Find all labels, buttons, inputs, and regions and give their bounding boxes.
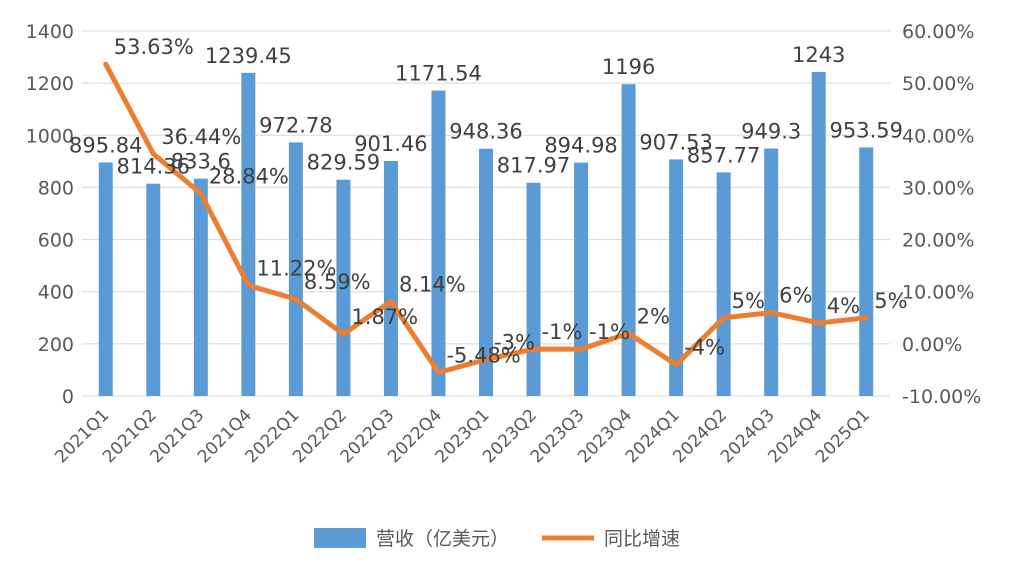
line-data-label: 36.44%	[161, 125, 241, 149]
line-data-label: -5.48%	[446, 343, 520, 367]
bar-data-label: 1239.45	[205, 44, 292, 68]
bar	[764, 148, 779, 396]
right-axis-tick-label: 20.00%	[902, 230, 974, 252]
bar	[621, 84, 636, 396]
line-data-label: 28.84%	[209, 164, 289, 188]
line-data-label: -4%	[684, 336, 725, 360]
bar	[146, 183, 161, 396]
legend-bar-label: 营收（亿美元）	[376, 528, 509, 550]
line-data-label: -3%	[494, 331, 535, 355]
right-axis-tick-label: 50.00%	[902, 73, 974, 95]
line-data-label: 2%	[637, 304, 670, 328]
bar-data-label: 857.77	[687, 143, 760, 167]
legend-line-label: 同比增速	[604, 528, 680, 550]
right-axis-tick-label: 60.00%	[902, 21, 974, 43]
bar	[288, 142, 303, 396]
bar	[241, 72, 256, 397]
bar	[669, 159, 684, 396]
bar-data-label: 953.59	[829, 118, 902, 142]
bar-data-label: 972.78	[259, 113, 332, 137]
bar-data-label: 907.53	[639, 130, 712, 154]
right-axis-ticks: -10.00% 0.00% 10.00% 20.00% 30.00% 40.00% 50.0…	[902, 21, 981, 408]
right-axis-tick-label: -10.00%	[902, 386, 981, 408]
bar-data-label: 1171.54	[395, 62, 482, 86]
bar	[193, 178, 208, 396]
left-axis-tick-label: 600	[38, 230, 74, 252]
line-data-label: 5%	[732, 289, 765, 313]
left-axis-tick-label: 0	[62, 386, 74, 408]
left-axis-ticks: 0 200 400 600 800 1000 1200 1400	[26, 21, 74, 408]
right-axis-tick-label: 10.00%	[902, 282, 974, 304]
bar	[98, 162, 113, 396]
line-data-label: 11.22%	[256, 256, 336, 280]
bar	[859, 147, 874, 396]
bar	[716, 172, 731, 396]
left-axis-tick-label: 1400	[26, 21, 74, 43]
x-axis-ticks: 2021Q12021Q22021Q32021Q42022Q12022Q22022…	[51, 405, 873, 467]
bar-data-label: 949.3	[741, 120, 801, 144]
growth-line	[103, 61, 869, 375]
right-axis-tick-label: 30.00%	[902, 177, 974, 199]
left-axis-tick-label: 1200	[26, 73, 74, 95]
bars	[98, 71, 874, 397]
growth-line-path	[103, 61, 869, 375]
line-data-label: 53.63%	[114, 35, 194, 59]
bar-data-label: 894.98	[544, 134, 617, 158]
legend-bar-swatch	[314, 528, 366, 548]
left-axis-tick-label: 1000	[26, 125, 74, 147]
line-data-label: -1%	[589, 320, 630, 344]
line-data-label: 1.87%	[351, 305, 418, 329]
bar-data-label: 814.36	[117, 155, 190, 179]
bar-data-label: 948.36	[449, 120, 522, 144]
bar-data-label: 895.84	[69, 133, 142, 157]
bar	[811, 71, 826, 397]
bar-data-label: 833.6	[171, 150, 231, 174]
right-axis-tick-label: 40.00%	[902, 125, 974, 147]
bar	[574, 162, 589, 396]
line-data-label: 5%	[874, 289, 907, 313]
bar	[431, 90, 446, 397]
legend: 营收（亿美元） 同比增速	[314, 528, 680, 550]
bar-data-label: 1196	[602, 55, 655, 79]
bar-data-label: 1243	[792, 43, 845, 67]
line-data-labels: 53.63% 36.44% 28.84% 11.22%8.59% 1.87% 8.14% -…	[114, 35, 908, 367]
line-data-label: 6%	[779, 284, 812, 308]
bar	[336, 179, 351, 396]
bar	[479, 148, 493, 396]
line-data-label: -1%	[542, 320, 583, 344]
left-axis-tick-label: 200	[38, 334, 74, 356]
bar	[526, 182, 541, 396]
bar-data-label: 817.97	[497, 154, 570, 178]
bar-data-label: 829.59	[307, 151, 380, 175]
line-data-label: 8.14%	[399, 272, 466, 296]
bar-data-label: 901.46	[354, 132, 427, 156]
right-axis-tick-label: 0.00%	[902, 334, 962, 356]
left-axis-tick-label: 800	[38, 177, 74, 199]
line-data-label: 8.59%	[304, 270, 371, 294]
bar	[383, 160, 398, 396]
line-data-label: 4%	[827, 294, 860, 318]
left-axis-tick-label: 400	[38, 282, 74, 304]
